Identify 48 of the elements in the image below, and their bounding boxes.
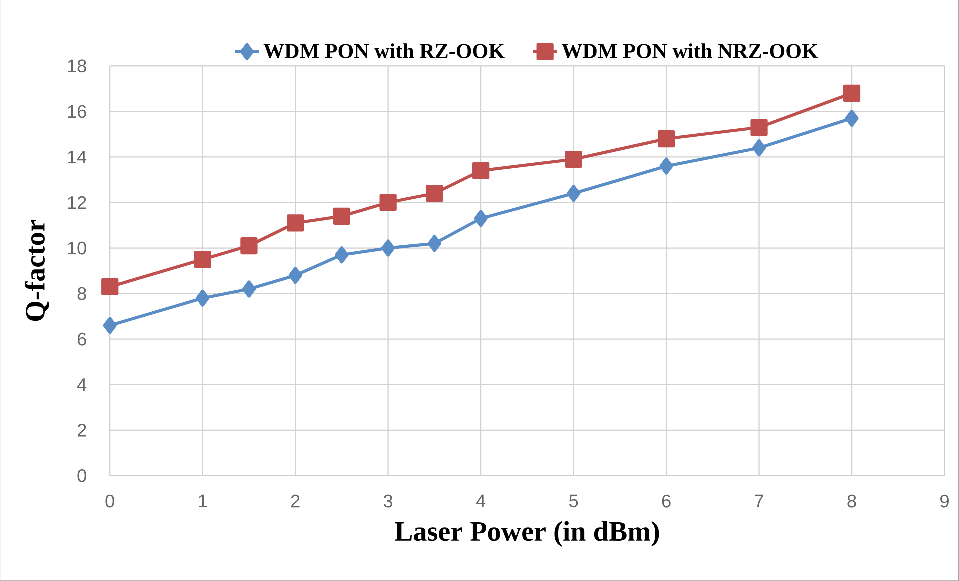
legend-label: WDM PON with NRZ-OOK	[562, 43, 818, 58]
y-tick-label: 2	[78, 424, 86, 437]
point	[474, 210, 488, 228]
point	[843, 84, 861, 102]
x-tick-label: 5	[569, 494, 578, 508]
point	[750, 118, 768, 136]
x-tick-label: 8	[848, 494, 856, 508]
point	[380, 194, 397, 212]
y-tick-label: 16	[68, 105, 86, 118]
point	[660, 158, 674, 175]
point	[240, 237, 258, 254]
y-tick-label: 14	[68, 150, 87, 164]
point	[382, 240, 396, 257]
point	[752, 139, 766, 157]
y-tick-label: 6	[78, 332, 86, 346]
y-tick-label: 8	[78, 287, 86, 300]
point	[103, 317, 117, 334]
point	[428, 235, 442, 252]
point	[287, 214, 304, 232]
point	[658, 130, 676, 148]
x-tick-label: 2	[291, 494, 300, 508]
point	[845, 110, 859, 127]
point	[196, 290, 210, 307]
x-tick-label: 6	[662, 494, 671, 508]
point	[102, 278, 119, 296]
point	[335, 246, 349, 264]
x-tick-label: 3	[384, 494, 393, 508]
point	[242, 280, 256, 298]
x-tick-label: 7	[755, 494, 764, 508]
point	[566, 184, 581, 202]
y-tick-label: 18	[68, 60, 86, 73]
y-tick-label: 12	[68, 196, 86, 210]
point	[565, 150, 582, 168]
point	[194, 250, 212, 268]
point	[333, 208, 351, 225]
y-tick-label: 0	[78, 469, 86, 482]
x-tick-label: 0	[106, 494, 114, 508]
x-tick-label: 9	[940, 494, 949, 508]
point	[426, 184, 444, 202]
y-tick-label: 4	[77, 378, 87, 392]
point	[288, 266, 302, 284]
x-axis-title: Laser Power (in dBm)	[394, 521, 660, 547]
x-tick-label: 1	[199, 494, 208, 508]
y-tick-label: 10	[68, 242, 86, 255]
legend-label: WDM PON with RZ-OOK	[264, 43, 505, 58]
point	[472, 162, 490, 180]
x-tick-label: 4	[476, 494, 486, 508]
y-axis-title: Q-factor	[24, 220, 50, 322]
